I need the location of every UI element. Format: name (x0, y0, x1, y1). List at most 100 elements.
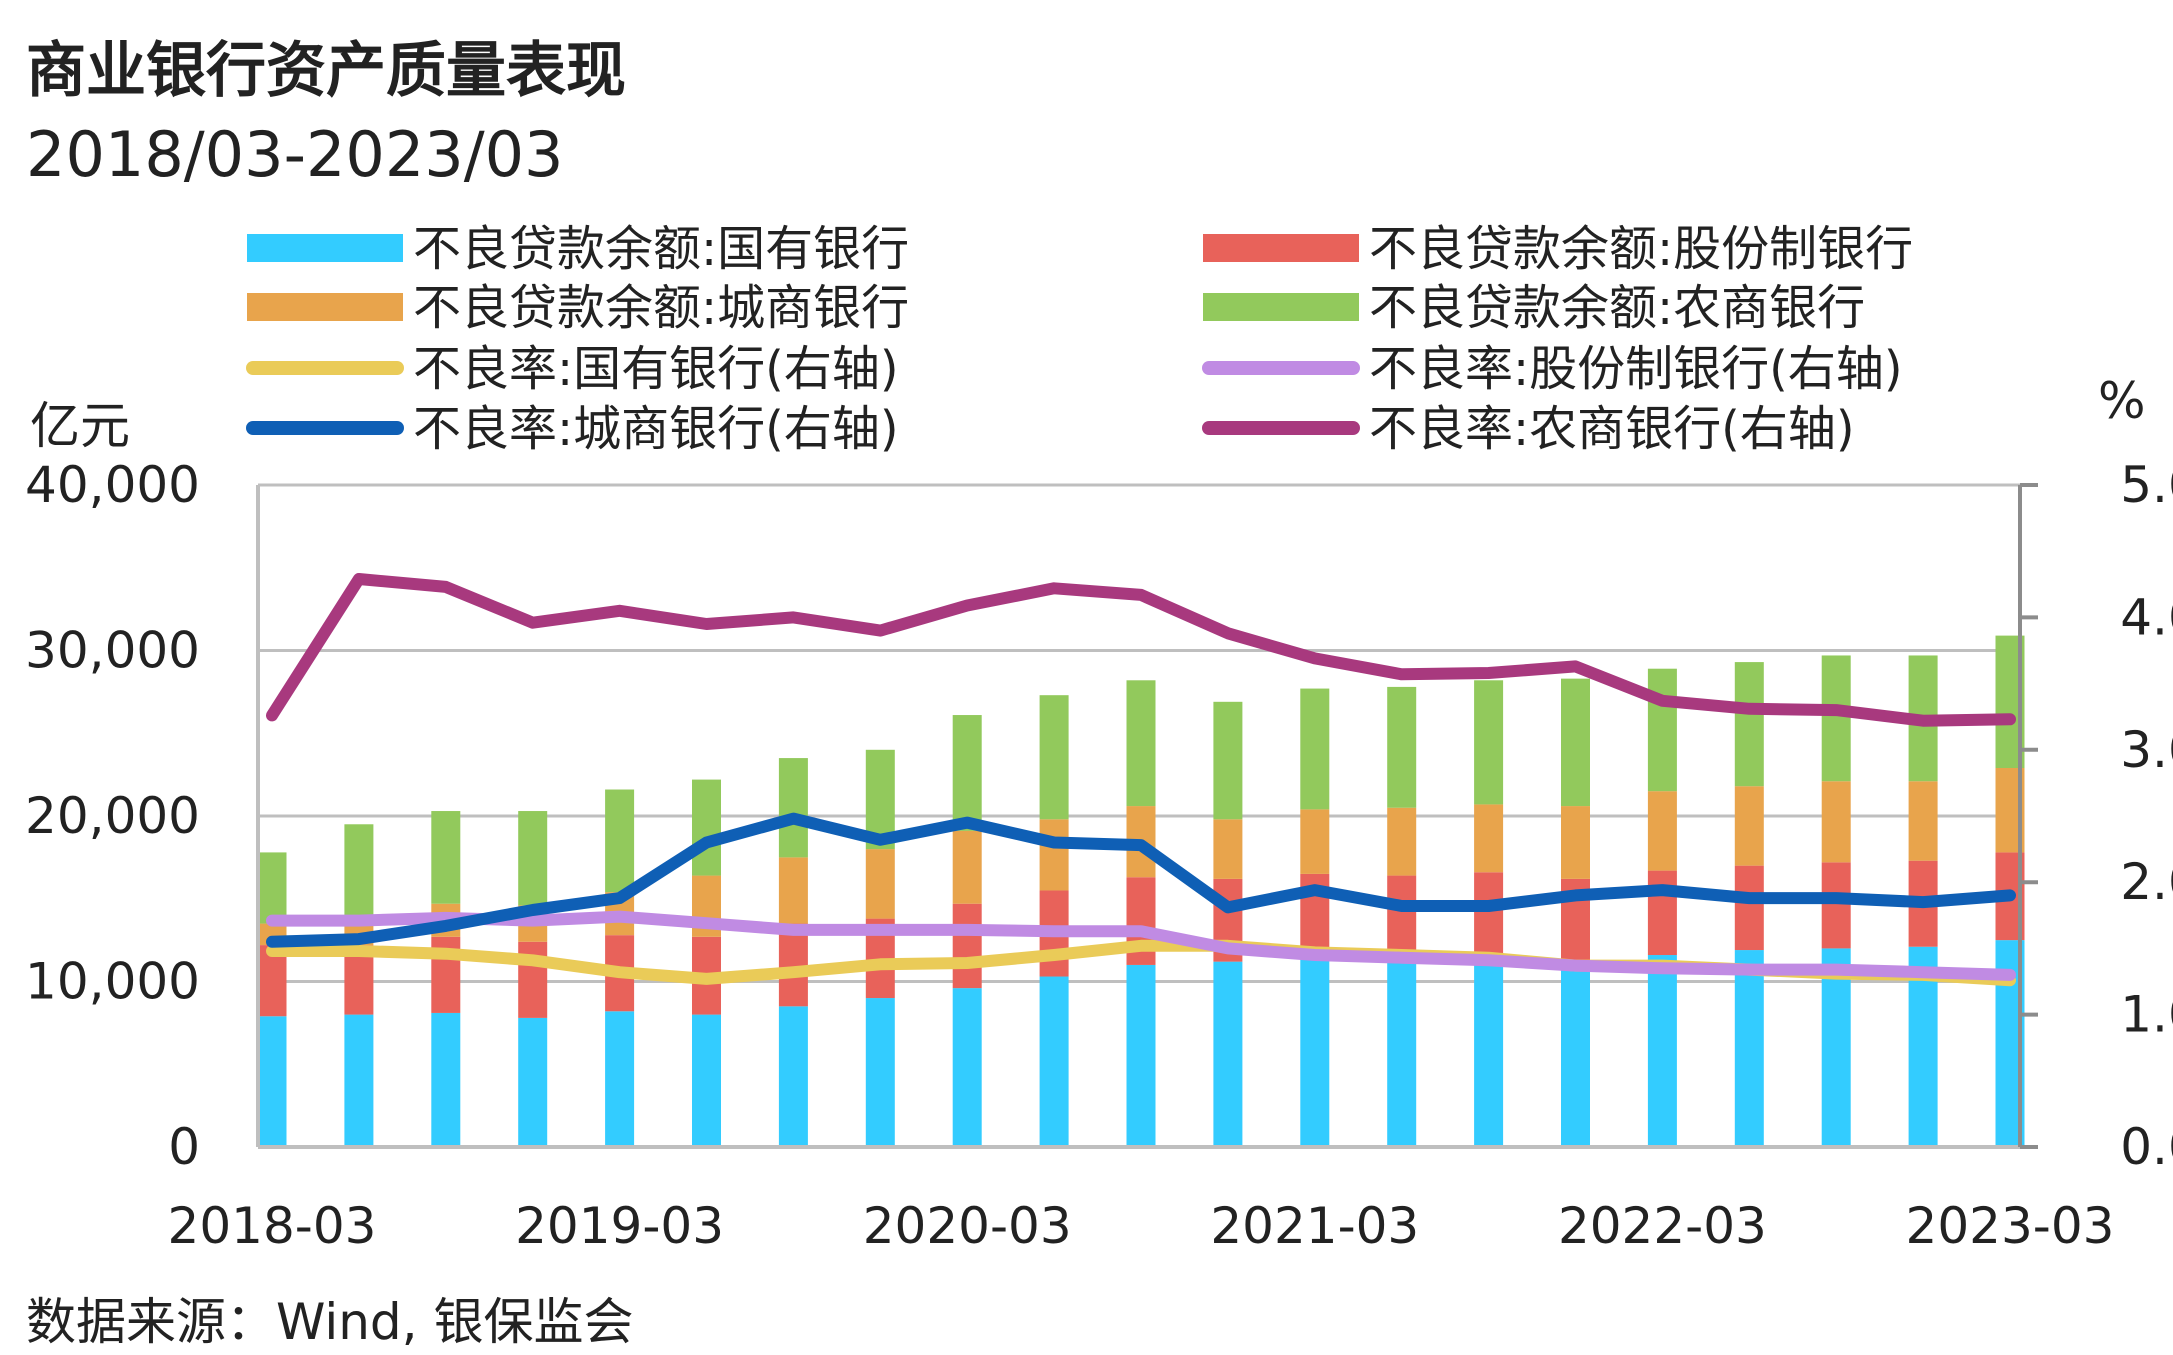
bar-segment (1300, 688, 1330, 810)
bar-segment (1561, 806, 1590, 879)
bar-segment (692, 779, 721, 876)
bar-segment (1387, 686, 1417, 808)
bar-segment (1821, 781, 1851, 863)
bar-segment (1387, 959, 1417, 1147)
left-tick-label: 20,000 (25, 787, 200, 845)
bar-segment (1647, 870, 1677, 956)
x-tick-label: 2020-03 (863, 1197, 1072, 1255)
right-tick-label: 0.0 (2120, 1118, 2173, 1176)
bar-segment (865, 849, 895, 919)
bar-segment (1734, 662, 1764, 787)
right-tick-label: 2.0 (2120, 853, 2173, 911)
bar-segment (431, 811, 461, 904)
bar-segment (605, 789, 635, 893)
bar-segment (1647, 955, 1677, 1147)
bar-segment (778, 923, 808, 1007)
legend-label: 不良贷款余额:城商银行 (413, 280, 909, 336)
bar-segment (952, 715, 982, 831)
chart-subtitle: 2018/03-2023/03 (26, 118, 564, 191)
left-tick-label: 10,000 (25, 953, 200, 1011)
bar-segment (1474, 804, 1504, 873)
bar-segment (865, 998, 895, 1147)
rate-lines (266, 573, 2016, 987)
bar-segment (344, 824, 374, 916)
legend-label: 不良率:股份制银行(右轴) (1369, 341, 1903, 397)
legend-swatch-bar (1203, 293, 1359, 321)
bar-segment (1039, 695, 1069, 820)
axes: 0 10,000 20,000 30,000 40,000 0.0 1.0 2.0 3.0 4.0… (25, 456, 2173, 1255)
bar-segment (257, 852, 287, 924)
rate-line (266, 910, 2016, 981)
bar-segment (1734, 865, 1764, 951)
bar-segment (1734, 786, 1764, 866)
legend-swatch-bar (247, 234, 403, 262)
bar-segment (1126, 680, 1156, 807)
bar-segment (1474, 872, 1504, 965)
gridlines (258, 483, 2020, 983)
bar-segment (1647, 668, 1677, 792)
bar-segment (1474, 964, 1504, 1147)
bar-segment (1561, 968, 1590, 1147)
bar-segment (778, 758, 808, 858)
bar-segment (605, 1011, 635, 1147)
bar-segment (1387, 875, 1417, 960)
rate-line (266, 573, 2016, 727)
x-tick-label: 2021-03 (1210, 1197, 1419, 1255)
legend-label: 不良率:国有银行(右轴) (413, 341, 899, 397)
x-tick-label: 2022-03 (1558, 1197, 1767, 1255)
bar-segment (1821, 862, 1851, 949)
bar-segment (952, 830, 982, 904)
bar-segment (1300, 956, 1330, 1147)
legend-swatch-bar (1203, 234, 1359, 262)
bar-segment (1126, 964, 1156, 1147)
legend-swatch-bar (247, 293, 403, 321)
legend-label: 不良贷款余额:股份制银行 (1369, 221, 1913, 277)
x-tick-label: 2018-03 (168, 1197, 377, 1255)
legend-label: 不良率:城商银行(右轴) (413, 401, 899, 457)
bar-segment (1734, 950, 1764, 1147)
bar-segment (518, 1017, 548, 1147)
bar-segment (1561, 678, 1590, 807)
bar-segment (1213, 819, 1243, 879)
left-axis-unit: 亿元 (30, 397, 130, 455)
bar-segment (1647, 791, 1677, 871)
legend-label: 不良贷款余额:国有银行 (413, 221, 909, 277)
bar-segment (692, 1014, 721, 1147)
bar-segment (952, 988, 982, 1147)
bar-segment (1213, 961, 1243, 1147)
x-tick-label: 2023-03 (1906, 1197, 2115, 1255)
bar-segment (952, 903, 982, 989)
left-tick-label: 40,000 (25, 456, 200, 514)
right-tick-label: 4.0 (2120, 588, 2173, 646)
bar-segment (1474, 680, 1504, 805)
right-tick-label: 1.0 (2120, 986, 2173, 1044)
bar-segment (778, 1006, 808, 1147)
right-axis-unit: % (2098, 372, 2146, 430)
chart-title: 商业银行资产质量表现 (26, 36, 626, 106)
source-note: 数据来源：Wind, 银保监会 (26, 1293, 634, 1351)
bar-segment (1821, 948, 1851, 1147)
bar-segment (1213, 701, 1243, 820)
bar-segment (778, 857, 808, 924)
bar-segment (431, 1012, 461, 1147)
legend-label: 不良率:农商银行(右轴) (1369, 401, 1855, 457)
right-tick-label: 3.0 (2120, 721, 2173, 779)
bar-segment (518, 941, 548, 1018)
rate-line (266, 812, 2016, 948)
left-tick-label: 30,000 (25, 622, 200, 680)
bar-segment (1387, 807, 1417, 876)
legend-label: 不良贷款余额:农商银行 (1369, 280, 1865, 336)
bar-segment (1039, 819, 1069, 891)
right-tick-label: 5.0 (2120, 456, 2173, 514)
bar-segment (1821, 655, 1851, 782)
x-tick-label: 2019-03 (515, 1197, 724, 1255)
bar-segment (344, 1014, 374, 1147)
bar-segment (1908, 781, 1938, 861)
bar-segment (1300, 809, 1330, 874)
bar-segment (257, 1016, 287, 1147)
bar-segment (1039, 976, 1069, 1147)
left-tick-label: 0 (168, 1118, 200, 1176)
bar-segment (518, 811, 548, 906)
